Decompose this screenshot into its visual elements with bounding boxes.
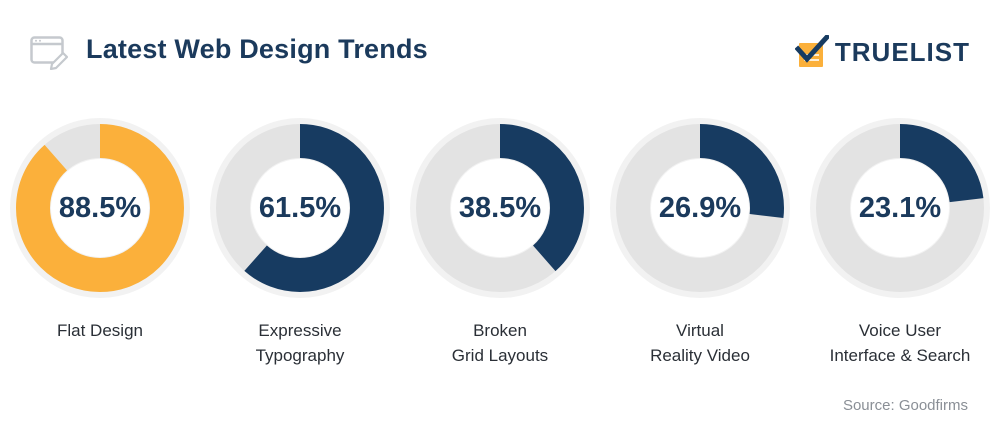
donut-hole <box>851 159 949 257</box>
donut-value-arc <box>616 124 784 292</box>
browser-edit-icon <box>30 36 68 70</box>
header: Latest Web Design Trends TRUELIST <box>0 0 1000 100</box>
donut-svg <box>410 118 590 298</box>
checklist-icon <box>794 35 829 67</box>
page-title: Latest Web Design Trends <box>86 34 428 64</box>
donut-category-label: Flat Design <box>0 318 200 343</box>
category-label-line: Broken <box>473 321 527 340</box>
donut-item: 26.9% Virtual Reality Video <box>600 118 800 388</box>
donut-value-label: 88.5% <box>58 191 142 224</box>
donut-category-label: Virtual Reality Video <box>600 318 800 368</box>
donut-item: 61.5% Expressive Typography <box>200 118 400 388</box>
donut-hole <box>51 159 149 257</box>
donut-value-label: 26.9% <box>658 191 742 224</box>
category-label-line: Virtual <box>676 321 724 340</box>
donut: 88.5% <box>10 118 190 298</box>
category-label-line: Typography <box>255 346 345 365</box>
donut-value-arc <box>816 124 984 292</box>
donut-value-label: 61.5% <box>258 191 342 224</box>
donut-category-label: Voice User Interface & Search <box>800 318 1000 368</box>
donut-category-label: Expressive Typography <box>200 318 400 368</box>
donut: 23.1% <box>810 118 990 298</box>
donut-svg <box>810 118 990 298</box>
donut-svg <box>610 118 790 298</box>
donut-value-arc <box>216 124 384 292</box>
donut-item: 88.5% Flat Design <box>0 118 200 388</box>
donut-item: 38.5% Broken Grid Layouts <box>400 118 600 388</box>
category-label-line: Flat Design <box>57 321 143 340</box>
donut-value-arc <box>416 124 584 292</box>
donut: 61.5% <box>210 118 390 298</box>
category-label-line: Voice User <box>858 321 942 340</box>
donut-value-arc <box>16 124 184 292</box>
donut: 26.9% <box>610 118 790 298</box>
category-label-line: Expressive <box>258 321 342 340</box>
donut-svg <box>210 118 390 298</box>
category-label-line: Grid Layouts <box>451 346 549 365</box>
donut-svg <box>10 118 190 298</box>
donut-value-label: 38.5% <box>458 191 542 224</box>
donut-hole <box>451 159 549 257</box>
donut-value-label: 23.1% <box>858 191 942 224</box>
donut-category-label: Broken Grid Layouts <box>400 318 600 368</box>
donut-hole <box>651 159 749 257</box>
brand-logo: TRUELIST <box>794 34 970 70</box>
category-label-line: Reality Video <box>650 346 750 365</box>
donut-item: 23.1% Voice User Interface & Search <box>800 118 1000 388</box>
donut-chart-row: 88.5% Flat Design 61.5% Expressive Typograph… <box>0 118 1000 388</box>
source-note: Source: Goodfirms <box>842 397 968 414</box>
logo-text: TRUELIST <box>834 36 970 67</box>
category-label-line: Interface & Search <box>829 346 971 365</box>
donut: 38.5% <box>410 118 590 298</box>
donut-hole <box>251 159 349 257</box>
